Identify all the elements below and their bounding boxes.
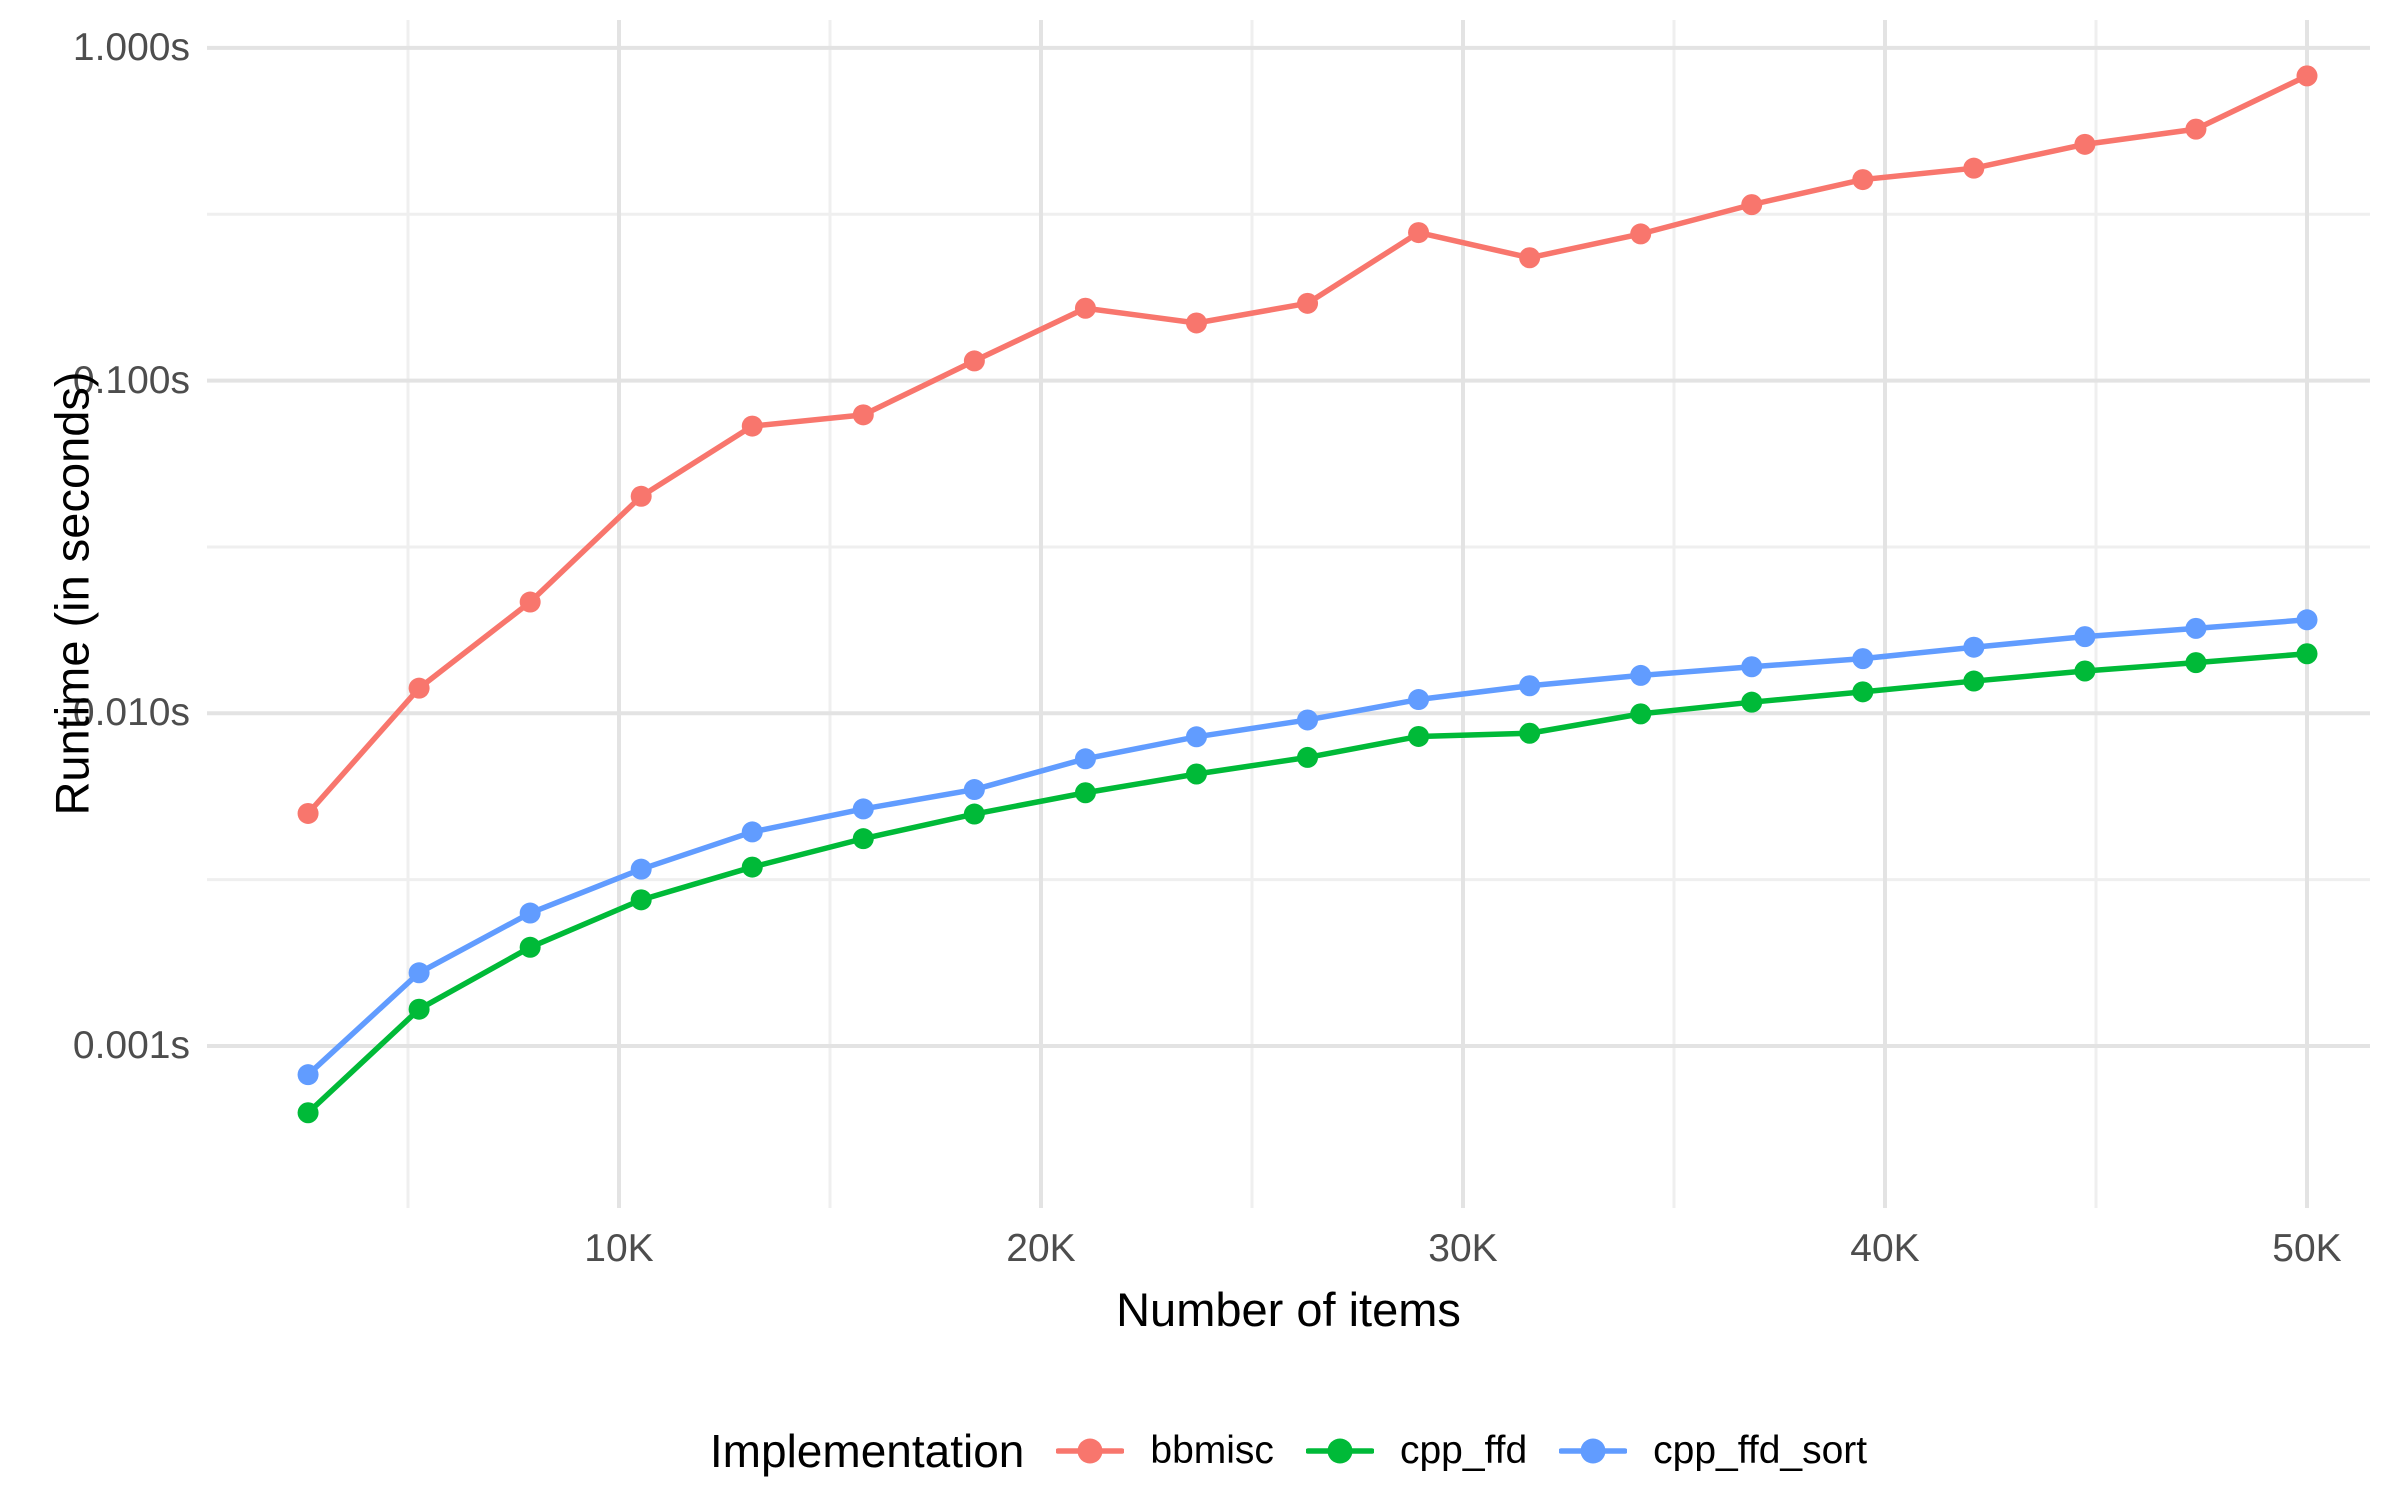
data-point-cpp_ffd [2074,660,2096,682]
y-tick-label: 0.010s [72,691,190,735]
data-point-bbmisc [963,350,985,372]
data-point-cpp_ffd_sort [1185,726,1207,748]
data-point-bbmisc [630,485,652,507]
data-point-bbmisc [741,415,763,437]
data-point-cpp_ffd_sort [852,798,874,820]
data-point-bbmisc [1852,169,1874,191]
data-point-cpp_ffd_sort [408,962,430,984]
legend-item-label: cpp_ffd [1399,1429,1528,1472]
data-point-cpp_ffd_sort [1408,689,1430,711]
data-point-cpp_ffd_sort [1852,648,1874,670]
data-point-cpp_ffd [1519,722,1541,744]
data-point-bbmisc [408,677,430,699]
data-point-cpp_ffd [1297,746,1319,768]
data-point-cpp_ffd_sort [1741,656,1763,678]
data-point-bbmisc [2296,65,2318,87]
data-point-bbmisc [2074,133,2096,155]
data-point-cpp_ffd [1852,681,1874,703]
x-axis-title: Number of items [1116,1283,1461,1336]
data-point-cpp_ffd_sort [630,858,652,880]
data-point-cpp_ffd_sort [1297,709,1319,731]
data-point-cpp_ffd [408,998,430,1020]
x-tick-label: 30K [1428,1227,1498,1270]
legend-item-label: bbmisc [1150,1429,1274,1472]
series-line-cpp_ffd_sort [305,617,2310,1078]
data-point-cpp_ffd_sort [1630,664,1652,686]
series-line-bbmisc [305,73,2310,817]
data-point-cpp_ffd [1630,703,1652,725]
y-tick-label: 0.100s [72,358,190,402]
data-point-cpp_ffd [1963,670,1985,692]
data-point-cpp_ffd [2296,643,2318,665]
data-point-cpp_ffd [1074,782,1096,804]
y-axis-title: Runtime (in seconds) [45,371,99,816]
data-point-cpp_ffd_sort [519,902,541,924]
y-tick-label: 0.001s [72,1024,190,1067]
data-point-cpp_ffd_sort [297,1064,319,1086]
legend-key-icon [1056,1438,1125,1464]
data-point-bbmisc [1519,247,1541,269]
data-point-cpp_ffd_sort [741,821,763,843]
x-tick-label: 50K [2272,1227,2342,1270]
data-point-bbmisc [852,404,874,426]
data-point-cpp_ffd [963,803,985,825]
data-point-cpp_ffd [519,936,541,958]
data-point-cpp_ffd_sort [963,779,985,801]
legend-item-bbmisc: bbmisc [1056,1429,1274,1473]
data-point-cpp_ffd [1408,725,1430,747]
legend-item-cpp_ffd_sort: cpp_ffd_sort [1559,1429,1867,1473]
data-point-bbmisc [1408,222,1430,244]
data-point-cpp_ffd_sort [1074,748,1096,770]
data-point-cpp_ffd_sort [2185,617,2207,639]
data-point-cpp_ffd [2185,652,2207,674]
data-point-cpp_ffd [741,856,763,878]
data-point-cpp_ffd_sort [2074,626,2096,648]
data-point-cpp_ffd_sort [1519,675,1541,697]
x-tick-label: 10K [584,1227,654,1270]
data-point-bbmisc [297,802,319,824]
data-point-bbmisc [1630,223,1652,245]
data-point-bbmisc [1185,312,1207,334]
data-point-cpp_ffd [297,1102,319,1124]
data-point-bbmisc [1741,194,1763,216]
data-point-cpp_ffd [630,889,652,911]
legend-key-icon [1559,1438,1628,1464]
data-point-cpp_ffd [1741,691,1763,713]
legend-item-label: cpp_ffd_sort [1653,1429,1868,1472]
data-point-cpp_ffd [1185,763,1207,785]
legend: Implementation bbmisc cpp_ffd cpp_ffd_sort [207,1424,2370,1478]
legend-title: Implementation [709,1425,1025,1477]
data-point-cpp_ffd [852,828,874,850]
legend-item-cpp_ffd: cpp_ffd [1305,1429,1528,1473]
data-point-bbmisc [519,591,541,613]
data-point-bbmisc [2185,118,2207,140]
x-tick-label: 40K [1850,1227,1920,1270]
data-point-cpp_ffd_sort [2296,609,2318,631]
y-tick-label: 1.000s [72,25,190,69]
x-tick-label: 20K [1006,1227,1076,1270]
data-point-bbmisc [1963,157,1985,179]
legend-key-icon [1305,1438,1374,1464]
data-point-cpp_ffd_sort [1963,636,1985,658]
data-point-bbmisc [1074,297,1096,319]
data-point-bbmisc [1297,292,1319,314]
